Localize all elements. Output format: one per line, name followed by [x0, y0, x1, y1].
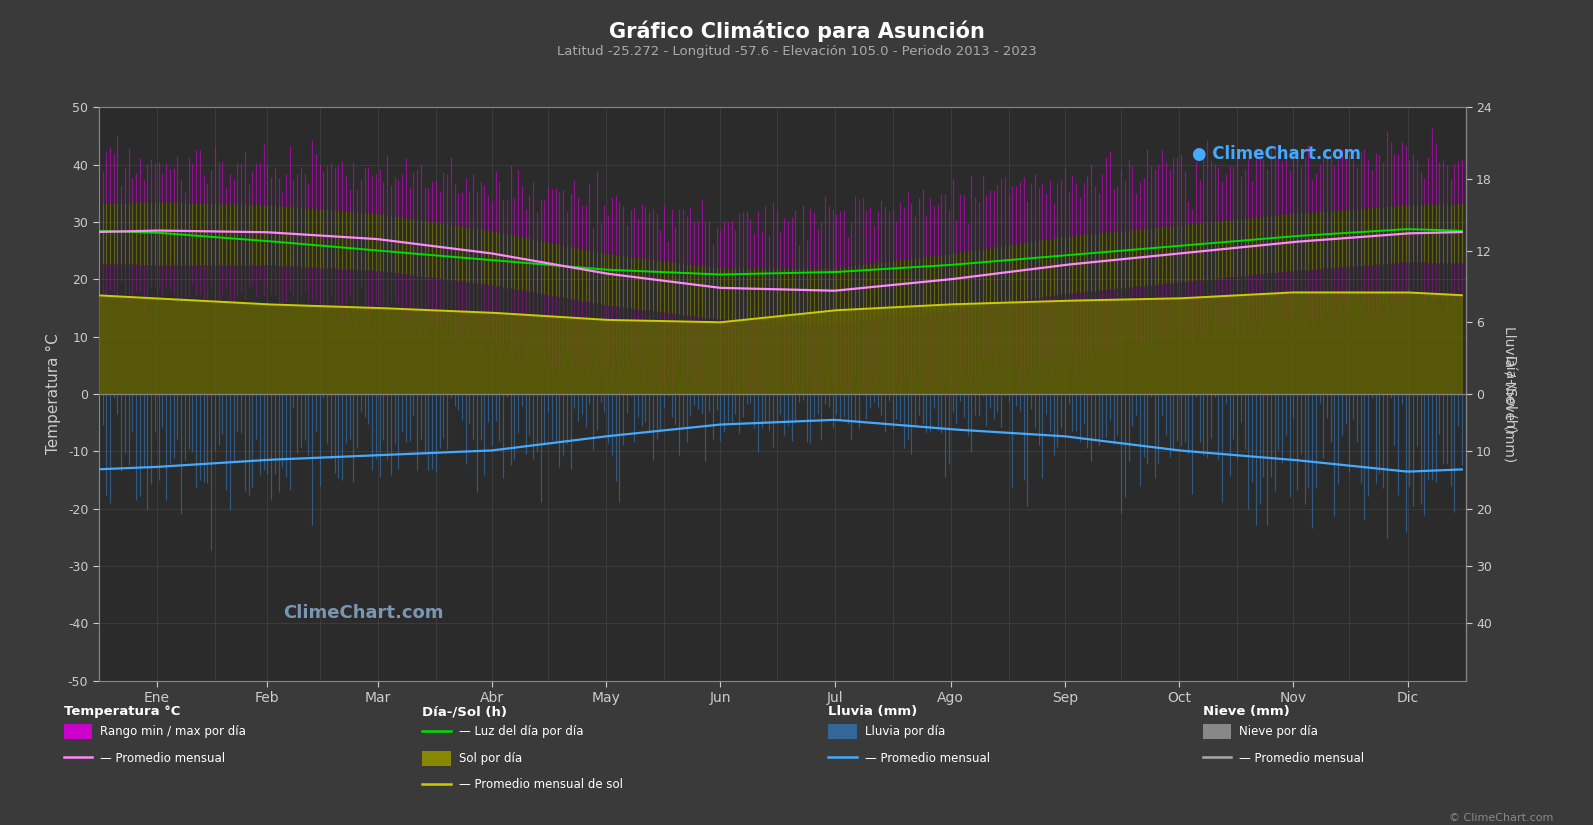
Text: — Luz del día por día: — Luz del día por día [459, 725, 583, 738]
Text: Rango min / max por día: Rango min / max por día [100, 725, 247, 738]
Text: Sol por día: Sol por día [459, 752, 523, 765]
Y-axis label: Lluvia / Nieve (mm): Lluvia / Nieve (mm) [1502, 326, 1517, 462]
Text: Nieve (mm): Nieve (mm) [1203, 705, 1289, 719]
Y-axis label: Temperatura °C: Temperatura °C [46, 333, 61, 455]
Text: Día-/Sol (h): Día-/Sol (h) [422, 705, 507, 719]
Text: ● ClimeChart.com: ● ClimeChart.com [1192, 145, 1360, 163]
Text: © ClimeChart.com: © ClimeChart.com [1448, 813, 1553, 823]
Text: — Promedio mensual: — Promedio mensual [1239, 752, 1365, 765]
Text: — Promedio mensual de sol: — Promedio mensual de sol [459, 778, 623, 791]
Text: Gráfico Climático para Asunción: Gráfico Climático para Asunción [609, 21, 984, 42]
Text: Latitud -25.272 - Longitud -57.6 - Elevación 105.0 - Periodo 2013 - 2023: Latitud -25.272 - Longitud -57.6 - Eleva… [556, 45, 1037, 59]
Text: Nieve por día: Nieve por día [1239, 725, 1319, 738]
Text: — Promedio mensual: — Promedio mensual [100, 752, 226, 765]
Text: ClimeChart.com: ClimeChart.com [284, 604, 444, 621]
Text: — Promedio mensual: — Promedio mensual [865, 752, 991, 765]
Text: Lluvia por día: Lluvia por día [865, 725, 945, 738]
Y-axis label: Día-/Sol (h): Día-/Sol (h) [1502, 355, 1517, 433]
Text: Lluvia (mm): Lluvia (mm) [828, 705, 918, 719]
Text: Temperatura °C: Temperatura °C [64, 705, 180, 719]
